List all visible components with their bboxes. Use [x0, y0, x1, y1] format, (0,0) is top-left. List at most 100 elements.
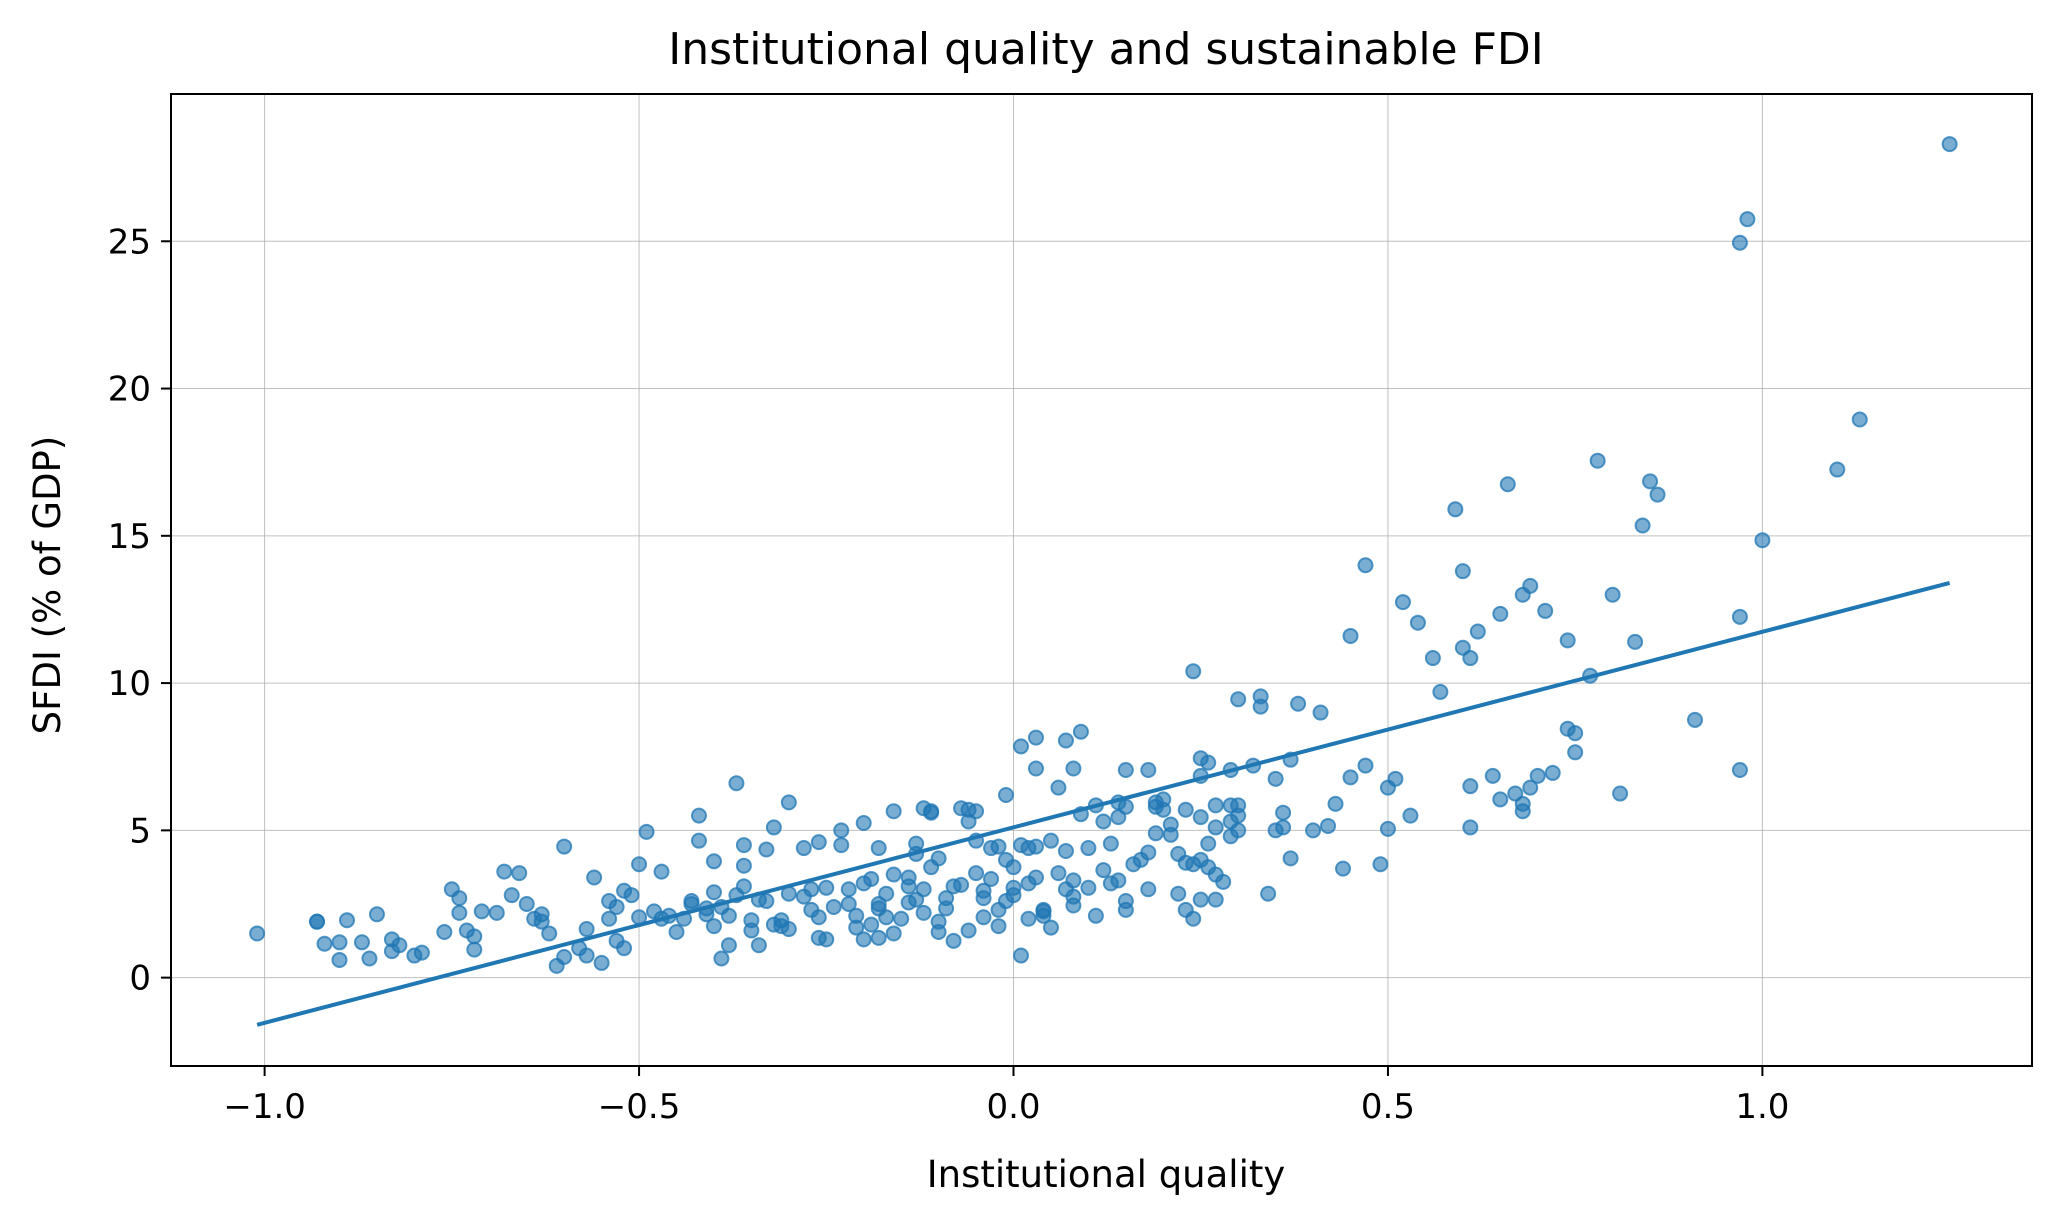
data-point — [1379, 820, 1396, 837]
data-point — [1267, 770, 1284, 787]
data-point — [840, 881, 857, 898]
data-point — [1492, 791, 1509, 808]
trend-line — [256, 581, 1951, 1027]
data-point — [885, 866, 902, 883]
y-tick-label: 0 — [129, 959, 151, 999]
data-point — [1177, 801, 1194, 818]
data-point — [810, 834, 827, 851]
data-point — [960, 922, 977, 939]
data-point — [1394, 594, 1411, 611]
data-point — [1027, 838, 1044, 855]
data-point — [1604, 586, 1621, 603]
data-point — [863, 916, 880, 933]
data-point — [1424, 650, 1441, 667]
data-point — [1851, 411, 1868, 428]
data-point — [1012, 947, 1029, 964]
data-point — [1514, 803, 1531, 820]
data-point — [765, 819, 782, 836]
data-point — [810, 909, 827, 926]
data-point — [316, 935, 333, 952]
data-point — [825, 898, 842, 915]
data-point — [1627, 633, 1644, 650]
data-point — [1027, 760, 1044, 777]
x-axis-label: Institutional quality — [927, 1153, 1286, 1196]
data-point — [1110, 872, 1127, 889]
data-point — [533, 906, 550, 923]
x-tick-label: −1.0 — [223, 1087, 306, 1127]
data-point — [1462, 778, 1479, 795]
data-point — [331, 934, 348, 951]
data-point — [1567, 725, 1584, 742]
x-axis-ticks: −1.0 −0.5 0.0 0.5 1.0 — [223, 1066, 1789, 1127]
data-point — [690, 807, 707, 824]
data-point — [1065, 872, 1082, 889]
data-point — [1207, 819, 1224, 836]
x-tick-label: 1.0 — [1735, 1087, 1789, 1127]
data-point — [1642, 473, 1659, 490]
data-point — [1140, 881, 1157, 898]
data-point — [953, 876, 970, 893]
data-point — [915, 904, 932, 921]
data-point — [1522, 577, 1539, 594]
data-point — [1559, 632, 1576, 649]
data-point — [885, 803, 902, 820]
data-point — [1522, 779, 1539, 796]
data-point — [1230, 807, 1247, 824]
data-point — [578, 921, 595, 938]
data-point — [735, 837, 752, 854]
data-point — [1215, 873, 1232, 890]
data-point — [1192, 750, 1209, 767]
data-point — [780, 794, 797, 811]
data-point — [1731, 608, 1748, 625]
data-point — [556, 949, 573, 966]
data-point — [1312, 704, 1329, 721]
data-point — [690, 832, 707, 849]
data-point — [1941, 136, 1958, 153]
data-point — [466, 928, 483, 945]
data-point — [1140, 844, 1157, 861]
data-point — [1529, 767, 1546, 784]
y-tick-label: 10 — [108, 664, 151, 704]
data-point — [1731, 761, 1748, 778]
data-point — [1095, 813, 1112, 830]
grid-lines — [171, 94, 2032, 1066]
data-point — [780, 921, 797, 938]
y-tick-label: 20 — [108, 370, 151, 410]
data-point — [488, 904, 505, 921]
data-point — [713, 950, 730, 967]
data-point — [705, 853, 722, 870]
data-point — [511, 865, 528, 882]
data-point — [1192, 809, 1209, 826]
data-point — [795, 840, 812, 857]
data-point — [503, 887, 520, 904]
data-point — [1050, 865, 1067, 882]
data-point — [1252, 698, 1269, 715]
data-point — [1634, 517, 1651, 534]
data-point — [473, 903, 490, 920]
data-point — [1042, 832, 1059, 849]
data-point — [975, 882, 992, 899]
data-point — [848, 919, 865, 936]
data-point — [1185, 910, 1202, 927]
data-point — [1275, 819, 1292, 836]
data-point — [1484, 767, 1501, 784]
data-point — [1357, 557, 1374, 574]
data-point — [1185, 663, 1202, 680]
data-point — [750, 937, 767, 954]
data-point — [631, 856, 648, 873]
data-point — [593, 954, 610, 971]
data-point — [735, 857, 752, 874]
data-point — [368, 906, 385, 923]
data-point — [1567, 744, 1584, 761]
data-point — [1192, 891, 1209, 908]
data-point — [818, 879, 835, 896]
data-point — [309, 913, 326, 930]
data-point — [975, 909, 992, 926]
data-point — [1027, 869, 1044, 886]
data-point — [705, 918, 722, 935]
data-point — [1260, 885, 1277, 902]
data-point — [338, 912, 355, 929]
data-point — [938, 890, 955, 907]
data-point — [1342, 627, 1359, 644]
data-point — [1290, 695, 1307, 712]
